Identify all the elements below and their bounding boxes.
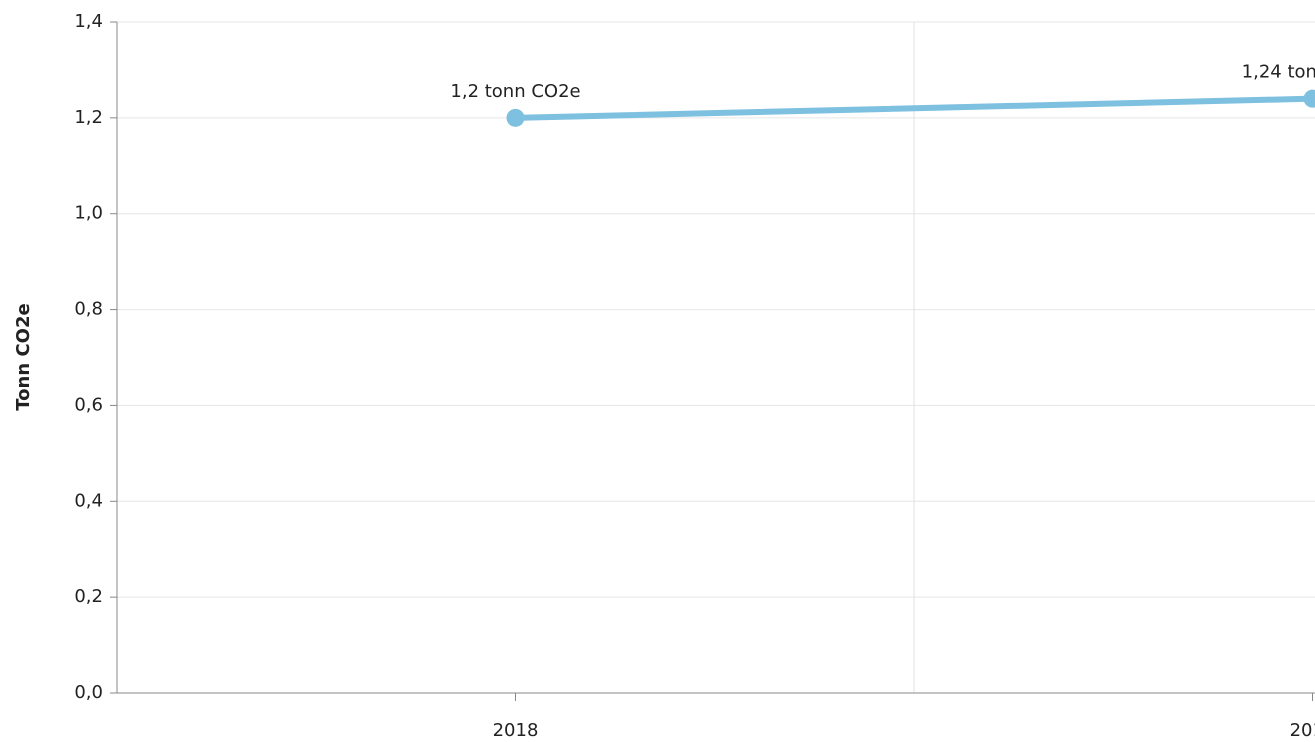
data-label: 1,2 tonn CO2e [450, 81, 580, 102]
y-tick-label: 1,0 [74, 203, 103, 224]
y-tick-label: 1,4 [74, 11, 103, 32]
y-tick-label: 0,0 [74, 682, 103, 703]
x-tick-label: 2018 [493, 720, 539, 741]
y-tick-label: 0,4 [74, 490, 103, 511]
point [506, 108, 525, 127]
data-label: 1,24 tonn CO2e [1242, 62, 1315, 83]
y-tick-label: 1,2 [74, 107, 103, 128]
y-tick-label: 0,2 [74, 586, 103, 607]
line [512, 95, 1315, 121]
x-tick-label: 2019 [1290, 720, 1315, 741]
y-tick-label: 0,6 [74, 394, 103, 415]
y-axis-label: Tonn CO2e [13, 303, 34, 410]
y-tick-label: 0,8 [74, 299, 103, 320]
point [1303, 89, 1315, 108]
